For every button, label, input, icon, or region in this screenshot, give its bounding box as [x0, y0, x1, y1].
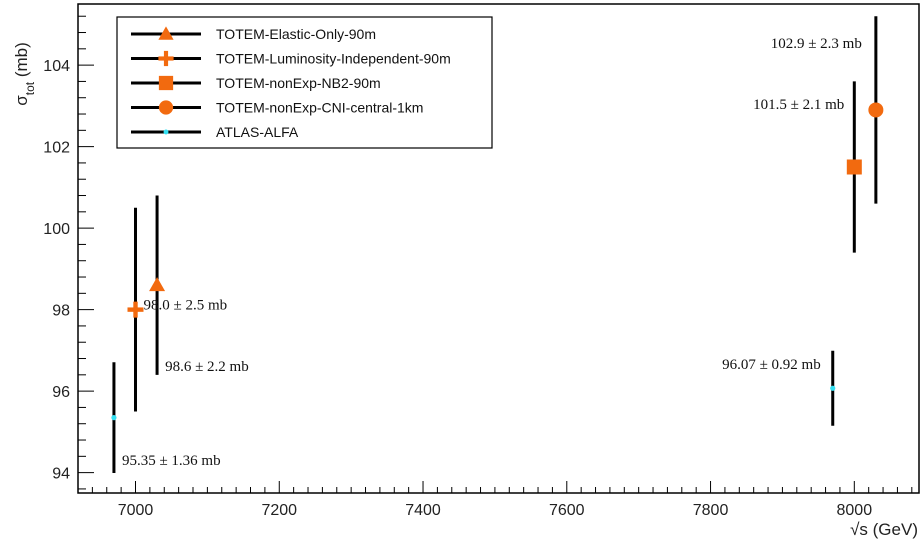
y-axis-title: σtot (mb)	[12, 42, 37, 106]
x-tick-label: 7200	[261, 502, 297, 519]
value-annotation: 96.07 ± 0.92 mb	[722, 357, 821, 373]
value-annotation: 95.35 ± 1.36 mb	[122, 453, 221, 469]
triangle-marker	[149, 277, 166, 292]
y-axis-title-unit: (mb)	[12, 42, 31, 82]
x-tick-label: 7800	[693, 502, 729, 519]
value-annotation: 98.6 ± 2.2 mb	[165, 359, 249, 375]
data-point	[149, 195, 166, 375]
dot-marker	[111, 415, 117, 421]
dot-marker	[163, 129, 169, 135]
legend-entry: TOTEM-Elastic-Only-90m	[131, 26, 376, 42]
triangle-marker	[158, 26, 174, 40]
legend-label: TOTEM-Luminosity-Independent-90m	[216, 51, 451, 67]
data-point	[127, 207, 144, 412]
cross-marker-v	[163, 50, 169, 67]
legend-label: TOTEM-nonExp-NB2-90m	[216, 75, 381, 91]
legend-label: ATLAS-ALFA	[216, 124, 299, 140]
y-tick-label: 104	[43, 58, 70, 75]
value-annotation: 101.5 ± 2.1 mb	[753, 97, 844, 113]
legend-entry: TOTEM-Luminosity-Independent-90m	[131, 51, 451, 67]
y-tick-label: 102	[43, 140, 70, 157]
y-axis-title-main: σ	[12, 95, 31, 106]
y-tick-label: 100	[43, 221, 70, 238]
value-annotation: 98.0 ± 2.5 mb	[144, 298, 228, 314]
x-tick-label: 7000	[118, 502, 154, 519]
y-tick-label: 94	[52, 466, 70, 483]
x-tick-label: 7400	[405, 502, 441, 519]
value-annotation: 102.9 ± 2.3 mb	[771, 36, 862, 52]
data-point	[830, 350, 836, 426]
x-axis-title: √s (GeV)	[850, 520, 918, 539]
legend-label: TOTEM-nonExp-CNI-central-1km	[216, 100, 423, 116]
square-marker	[158, 75, 174, 91]
x-tick-label: 8000	[837, 502, 873, 519]
data-point	[846, 81, 862, 253]
y-tick-label: 96	[52, 384, 70, 401]
legend-entry: ATLAS-ALFA	[131, 124, 299, 140]
circle-marker	[158, 100, 174, 115]
y-axis-title-sub: tot	[23, 81, 37, 95]
square-marker	[846, 159, 862, 175]
dot-marker	[830, 385, 836, 391]
y-tick-label: 98	[52, 303, 70, 320]
plot-frame	[77, 3, 920, 494]
circle-marker	[868, 102, 884, 118]
legend-entry: TOTEM-nonExp-NB2-90m	[131, 75, 381, 91]
data-point	[111, 362, 117, 474]
legend-entry: TOTEM-nonExp-CNI-central-1km	[131, 100, 423, 116]
x-tick-label: 7600	[549, 502, 585, 519]
cross-marker-v	[133, 301, 138, 318]
legend-label: TOTEM-Elastic-Only-90m	[216, 26, 376, 42]
data-point	[868, 16, 884, 204]
